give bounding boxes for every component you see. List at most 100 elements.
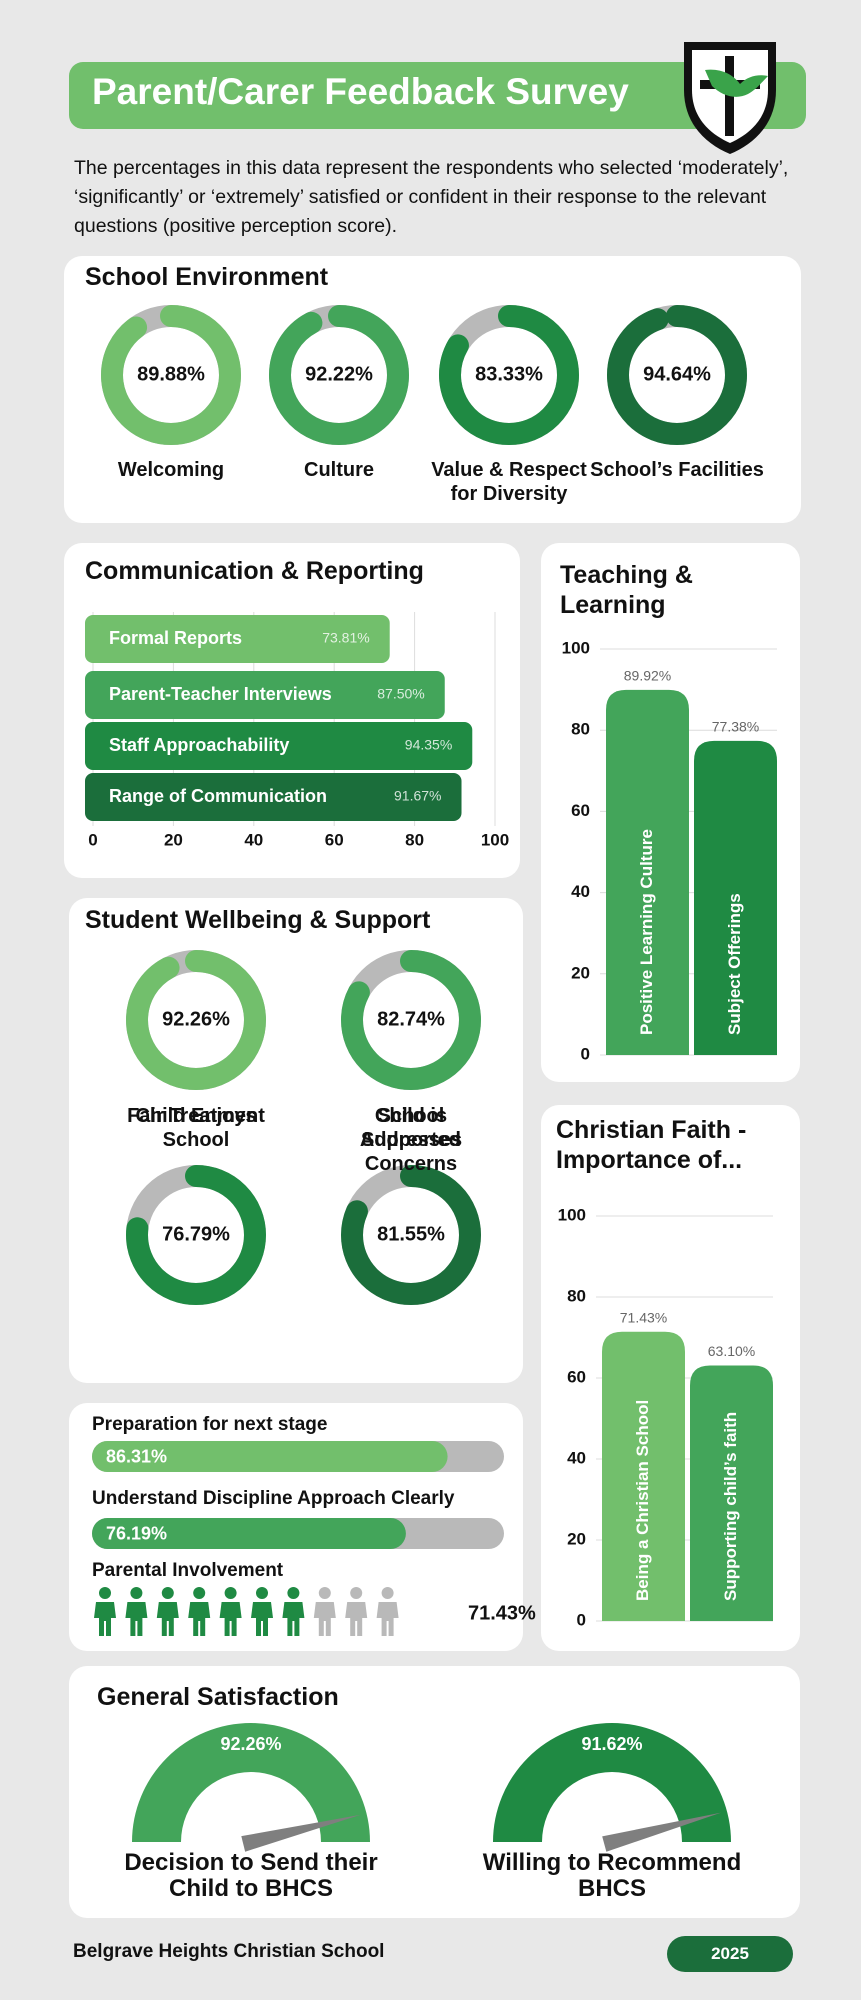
person-head	[193, 1587, 206, 1599]
chart-title: General Satisfaction	[97, 1683, 339, 1711]
donut-label: Welcoming	[117, 459, 225, 481]
y-tick-label: 20	[571, 963, 590, 982]
donut-value: 76.79%	[162, 1223, 230, 1245]
progress-label: Preparation for next stage	[92, 1414, 328, 1435]
gauge-band	[493, 1723, 731, 1842]
person-body	[125, 1602, 148, 1636]
footer-school: Belgrave Heights Christian School	[73, 1941, 385, 1962]
gauge-needle	[602, 1812, 722, 1852]
person-head	[161, 1587, 174, 1599]
pictogram-label: Parental Involvement	[92, 1560, 284, 1581]
value-label: 73.81%	[322, 630, 369, 646]
person-icon	[251, 1587, 273, 1636]
y-tick-label: 40	[571, 882, 590, 901]
person-head	[381, 1587, 394, 1599]
bar	[85, 722, 473, 770]
donut-arc	[439, 305, 579, 445]
person-head	[256, 1587, 268, 1599]
donut-arc	[126, 1165, 266, 1305]
person-body	[156, 1602, 179, 1636]
gauge-label: Decision to Send their Child to BHCS	[124, 1849, 378, 1903]
donut-arc	[126, 950, 266, 1090]
person-icon	[313, 1587, 336, 1636]
bar-label: Range of Communication	[109, 786, 327, 806]
y-tick-label: 80	[571, 720, 590, 739]
y-tick-label: 80	[567, 1286, 586, 1305]
y-tick-label: 60	[571, 801, 590, 820]
bar	[694, 740, 777, 1055]
gauge-band	[132, 1723, 370, 1842]
person-body	[313, 1602, 336, 1636]
person-icon	[125, 1587, 148, 1636]
donut-arc	[269, 305, 409, 445]
donut-value: 94.64%	[643, 363, 711, 385]
donut-value: 83.33%	[475, 363, 543, 385]
gauge-needle	[241, 1814, 361, 1852]
donut-label: Fair Treatment	[127, 1105, 265, 1127]
y-tick-label: 40	[567, 1448, 586, 1467]
value-label: 94.35%	[405, 737, 452, 753]
y-tick-label: 100	[558, 1205, 586, 1224]
footer-year: 2025	[667, 1936, 793, 1972]
person-icon	[94, 1587, 116, 1636]
value-label: 71.43%	[620, 1309, 667, 1325]
progress-bar	[92, 1441, 448, 1472]
bar-label: Positive Learning Culture	[637, 829, 656, 1035]
donut-label: Value & Respect for Diversity	[431, 459, 587, 505]
donut-arc	[341, 950, 481, 1090]
donut-label: Culture	[304, 459, 374, 481]
person-head	[350, 1587, 363, 1599]
page-title: Parent/Carer Feedback Survey	[92, 71, 629, 112]
bar	[85, 671, 445, 719]
header-bar	[69, 62, 806, 129]
chart-title: Student Wellbeing & Support	[85, 906, 431, 934]
donut-label: Child is Supported	[361, 1105, 461, 1151]
donut-label: Child Enjoys School	[135, 1105, 257, 1151]
gauge-value: 92.26%	[220, 1734, 281, 1754]
card	[69, 898, 523, 1383]
x-tick-label: 40	[244, 830, 263, 849]
bar-label: Parent-Teacher Interviews	[109, 684, 332, 704]
progress-value: 76.19%	[106, 1523, 167, 1543]
person-icon	[376, 1587, 399, 1636]
person-body	[219, 1602, 242, 1636]
bar-label: Staff Approachability	[109, 735, 289, 755]
person-icon	[156, 1587, 179, 1636]
value-label: 89.92%	[624, 668, 671, 684]
person-body	[188, 1602, 211, 1636]
bar	[85, 615, 390, 663]
person-head	[224, 1587, 237, 1599]
person-head	[99, 1587, 111, 1599]
progress-label: Understand Discipline Approach Clearly	[92, 1488, 455, 1509]
person-body	[376, 1602, 399, 1636]
person-body	[94, 1602, 116, 1636]
progress-value: 86.31%	[106, 1446, 167, 1466]
school-logo	[684, 42, 776, 154]
chart-title: Teaching & Learning	[560, 561, 693, 619]
gauge-label: Willing to Recommend BHCS	[482, 1849, 742, 1903]
value-label: 77.38%	[712, 719, 759, 735]
person-body	[345, 1602, 368, 1636]
bar	[606, 689, 689, 1055]
bar-label: Being a Christian School	[633, 1400, 652, 1601]
chart-title: School Environment	[85, 263, 329, 291]
bar	[690, 1365, 773, 1621]
pictogram-value: 71.43%	[468, 1602, 536, 1624]
value-label: 87.50%	[377, 686, 424, 702]
x-tick-label: 80	[405, 830, 424, 849]
donut-arc	[101, 305, 241, 445]
person-icon	[219, 1587, 242, 1636]
donut-label: School Addresses Concerns	[359, 1105, 463, 1175]
progress-bar	[92, 1518, 406, 1549]
value-label: 91.67%	[394, 788, 441, 804]
x-tick-label: 20	[164, 830, 183, 849]
card	[64, 256, 801, 523]
gauge-value: 91.62%	[581, 1734, 642, 1754]
donut-label: School’s Facilities	[590, 459, 764, 481]
value-label: 63.10%	[708, 1343, 755, 1359]
y-tick-label: 20	[567, 1529, 586, 1548]
person-body	[251, 1602, 273, 1636]
bar-label: Subject Offerings	[725, 893, 744, 1035]
